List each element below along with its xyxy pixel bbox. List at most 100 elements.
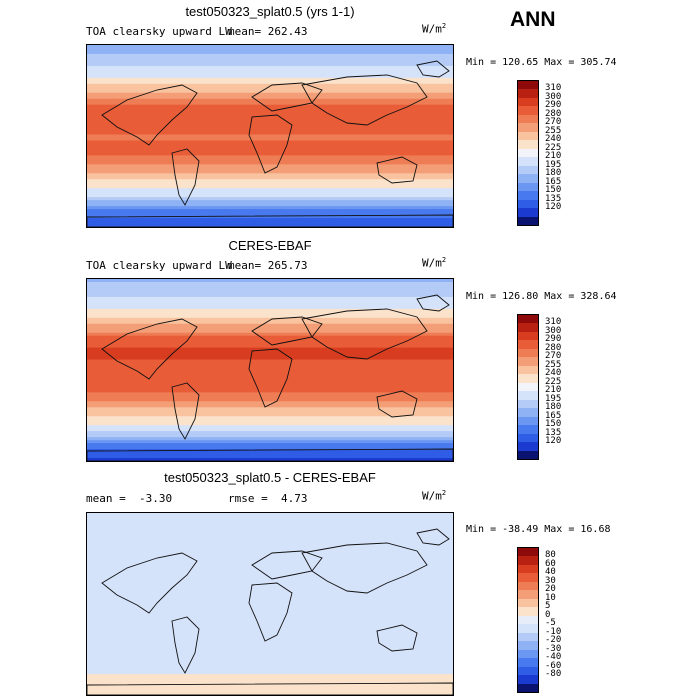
panel-2-lat-band: [87, 317, 453, 322]
panel-1-colorbar-swatch: [518, 165, 538, 175]
panel-1-lat-band: [87, 203, 453, 207]
panel-2-colorbar-swatch: [518, 331, 538, 341]
panel-1-map: [86, 44, 454, 228]
panel-1-lat-band: [87, 104, 453, 109]
panel-1-colorbar-tick-label: 210: [545, 151, 562, 162]
panel-2-lat-band: [87, 320, 453, 325]
panel-3-minmax: Min = -38.49 Max = 16.68: [466, 524, 611, 535]
panel-3-lat-band: [87, 656, 453, 660]
panel-1-coastline: [416, 60, 450, 78]
panel-3-colorbar-swatch: [518, 632, 538, 642]
panel-2-colorbar-swatch: [518, 391, 538, 401]
panel-1-colorbar-tick-label: 150: [545, 185, 562, 196]
panel-3-lat-band: [87, 638, 453, 642]
panel-2-lat-band: [87, 305, 453, 310]
panel-3-colorbar-tick-label: 80: [545, 550, 556, 561]
panel-2-colorbar-tick-label: 310: [545, 317, 562, 328]
panel-3-lat-band: [87, 530, 453, 535]
panel-2-units: W/m2: [422, 256, 447, 270]
panel-2-coastline: [101, 318, 198, 380]
panel-2-lat-band: [87, 377, 453, 382]
panel-3-lat-band: [87, 626, 453, 630]
panel-3-lat-band: [87, 632, 453, 636]
panel-1-colorbar-tick-label: 120: [545, 202, 562, 213]
panel-1-lat-band: [87, 149, 453, 154]
panel-1-lat-band: [87, 167, 453, 171]
panel-3-coastline: [87, 682, 453, 695]
panel-2-lat-band: [87, 290, 453, 295]
panel-1-lat-band: [87, 50, 453, 55]
panel-3-lat-band: [87, 614, 453, 619]
panel-2-lat-band: [87, 323, 453, 328]
panel-2-colorbar-tick-label: 290: [545, 334, 562, 345]
panel-1-lat-band: [87, 221, 453, 225]
panel-3-colorbar-swatch: [518, 598, 538, 608]
panel-3-lat-band: [87, 647, 453, 651]
panel-2-lat-band: [87, 440, 453, 444]
panel-1-lat-band: [87, 200, 453, 204]
panel-3-lat-band: [87, 620, 453, 624]
panel-3-lat-band: [87, 629, 453, 633]
panel-1-coastline: [87, 214, 453, 227]
panel-1-lat-band: [87, 194, 453, 198]
panel-3-colorbar-swatch: [518, 573, 538, 583]
panel-2-colorbar-tick-label: 300: [545, 325, 562, 336]
panel-1-lat-band: [87, 125, 453, 130]
panel-2-field-svg: [87, 279, 453, 461]
panel-1-lat-band: [87, 179, 453, 183]
panel-3-colorbar-tick-label: 5: [545, 601, 551, 612]
panel-2-lat-band: [87, 410, 453, 414]
panel-2-colorbar-tick-label: 225: [545, 376, 562, 387]
panel-1-mean-label: mean= 262.43: [228, 25, 308, 38]
panel-1-title: test050323_splat0.5 (yrs 1-1): [185, 4, 355, 19]
panel-2-coastline: [171, 382, 200, 440]
panel-2-lat-band: [87, 299, 453, 304]
panel-3-coastline: [376, 624, 418, 652]
panel-1-colorbar-tick-label: 300: [545, 91, 562, 102]
panel-3-lat-band: [87, 593, 453, 598]
panel-1-variable: TOA clearsky upward LW: [86, 25, 232, 38]
panel-1-colorbar-tick-label: 135: [545, 193, 562, 204]
panel-1-lat-band: [87, 131, 453, 136]
panel-2-coastline: [416, 294, 450, 312]
panel-2-lat-band: [87, 293, 453, 298]
panel-2-lat-band: [87, 311, 453, 316]
panel-2-lat-band: [87, 368, 453, 373]
panel-3-lat-band: [87, 524, 453, 529]
panel-2-lat-band: [87, 392, 453, 396]
panel-2-lat-band: [87, 455, 453, 459]
panel-3-lat-band: [87, 668, 453, 672]
panel-3-colorbar-swatch: [518, 641, 538, 651]
panel-2-coastline: [248, 348, 293, 408]
panel-2-lat-band: [87, 395, 453, 399]
panel-1-lat-band: [87, 110, 453, 115]
panel-3-colorbar-swatch: [518, 675, 538, 685]
panel-1-lat-band: [87, 89, 453, 94]
panel-3-lat-band: [87, 518, 453, 523]
panel-2-colorbar-swatch: [518, 382, 538, 392]
panel-3-lat-band: [87, 566, 453, 571]
panel-2-colorbar-tick-label: 120: [545, 436, 562, 447]
panel-3-colorbar-tick-label: 40: [545, 567, 556, 578]
panel-3-lat-band: [87, 584, 453, 589]
panel-2-colorbar-tick-label: 135: [545, 427, 562, 438]
panel-1-coastline: [101, 84, 198, 146]
panel-3-colorbar-tick-label: -5: [545, 618, 556, 629]
panel-1-lat-band: [87, 101, 453, 106]
panel-1-lat-band: [87, 45, 453, 49]
panel-2-colorbar-tick-label: 280: [545, 342, 562, 353]
panel-2-colorbar-swatch: [518, 408, 538, 418]
panel-2-lat-band: [87, 413, 453, 417]
panel-3-colorbar-swatch: [518, 590, 538, 600]
panel-2-colorbar-swatch: [518, 348, 538, 358]
panel-1-lat-band: [87, 185, 453, 189]
panel-2-lat-band: [87, 374, 453, 379]
panel-3-lat-band: [87, 644, 453, 648]
panel-1-lat-band: [87, 83, 453, 88]
panel-1-mean-value: 262.43: [267, 25, 308, 38]
panel-3-rmse: rmse = 4.73: [228, 492, 308, 505]
panel-1-colorbar-tick-label: 225: [545, 142, 562, 153]
panel-2-colorbar-swatch: [518, 340, 538, 350]
panel-1-lat-band: [87, 122, 453, 127]
panel-2-colorbar-tick-label: 240: [545, 368, 562, 379]
